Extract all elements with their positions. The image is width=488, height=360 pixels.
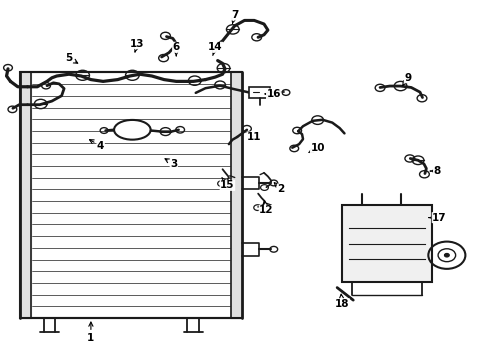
- Bar: [249, 87, 269, 98]
- Text: 7: 7: [231, 10, 238, 23]
- Text: 5: 5: [65, 53, 78, 63]
- Text: 13: 13: [130, 39, 144, 52]
- Text: 18: 18: [334, 294, 348, 309]
- Text: 4: 4: [89, 140, 104, 151]
- Text: 11: 11: [246, 132, 261, 142]
- Bar: [20, 72, 242, 318]
- Text: 17: 17: [428, 213, 446, 222]
- Text: 2: 2: [274, 183, 284, 194]
- Bar: [341, 205, 431, 282]
- Text: 16: 16: [264, 89, 281, 99]
- Text: 12: 12: [259, 201, 273, 216]
- Text: 14: 14: [207, 42, 222, 55]
- Text: 15: 15: [220, 177, 234, 190]
- Ellipse shape: [114, 120, 150, 140]
- Text: 8: 8: [429, 166, 440, 176]
- Text: 6: 6: [172, 42, 180, 56]
- Text: 9: 9: [402, 73, 410, 86]
- Text: 10: 10: [308, 143, 324, 153]
- Circle shape: [444, 253, 448, 257]
- Text: 3: 3: [165, 159, 177, 169]
- Text: 1: 1: [87, 322, 94, 343]
